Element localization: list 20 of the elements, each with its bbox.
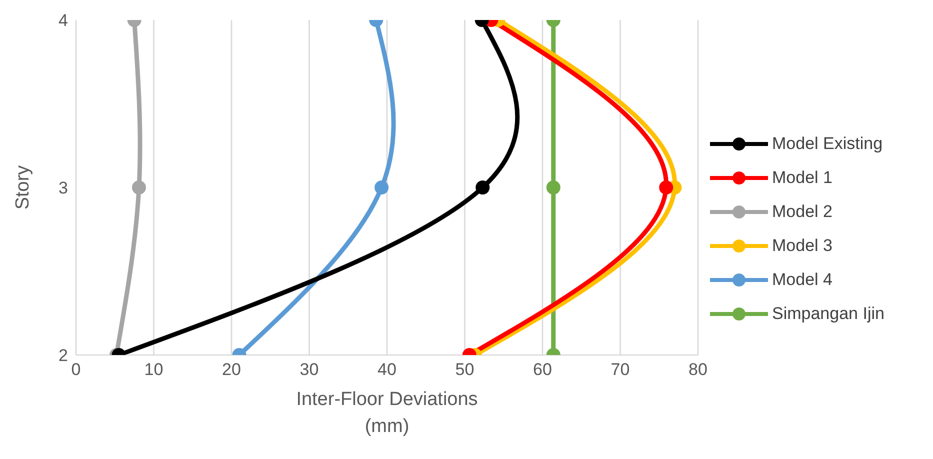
y-tick-label: 2: [58, 346, 68, 366]
x-tick-label: 0: [71, 360, 81, 380]
x-tick-label: 70: [610, 360, 630, 380]
legend-label: Model 3: [772, 236, 832, 256]
legend-label: Model 2: [772, 202, 832, 222]
y-axis-title: Story: [12, 164, 34, 210]
x-tick-label: 10: [144, 360, 164, 380]
x-tick-label: 60: [533, 360, 552, 380]
legend-label: Model Existing: [772, 134, 883, 154]
legend-label: Model 4: [772, 270, 832, 290]
x-tick-label: 50: [455, 360, 474, 380]
legend-label: Simpangan Ijin: [772, 304, 884, 324]
x-tick-label: 40: [378, 360, 396, 380]
x-axis-title: Inter-Floor Deviations (mm): [296, 389, 478, 437]
legend-label: Model 1: [772, 168, 832, 188]
y-tick-label: 3: [58, 178, 68, 198]
x-tick-label: 30: [300, 360, 319, 380]
x-tick-label: 20: [222, 360, 241, 380]
y-tick-label: 4: [58, 11, 68, 30]
x-tick-label: 80: [688, 360, 708, 380]
